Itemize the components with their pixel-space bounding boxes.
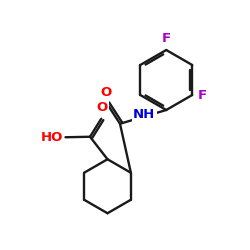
- Text: F: F: [162, 32, 171, 45]
- Text: HO: HO: [40, 131, 63, 144]
- Text: F: F: [198, 88, 207, 102]
- Text: NH: NH: [133, 108, 156, 121]
- Text: O: O: [100, 86, 111, 99]
- Text: O: O: [97, 101, 108, 114]
